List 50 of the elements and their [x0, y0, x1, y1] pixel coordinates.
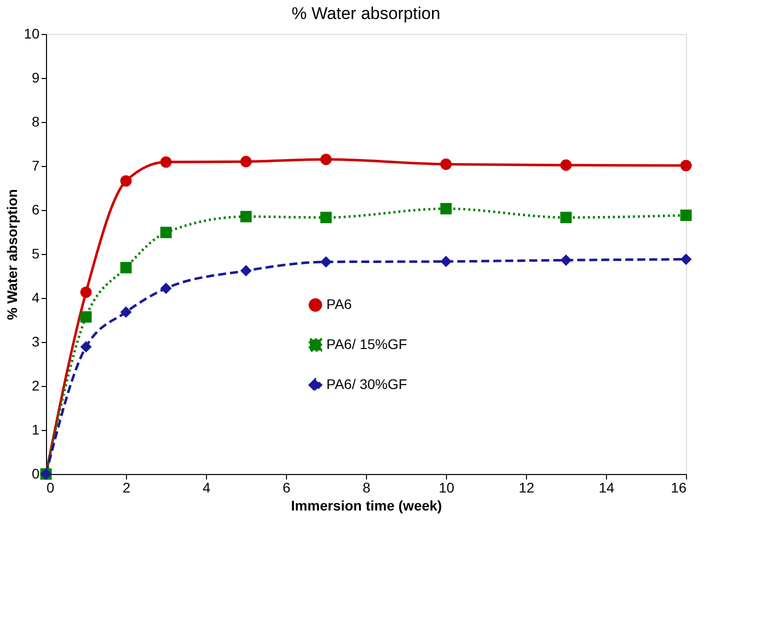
point	[120, 306, 132, 318]
point	[680, 160, 692, 172]
x-tick-label: 0	[46, 480, 54, 496]
chart-title: % Water absorption	[292, 4, 440, 23]
y-tick-label: 5	[32, 246, 40, 262]
point	[120, 175, 132, 187]
y-tick-label: 9	[32, 70, 40, 86]
point	[680, 210, 692, 221]
y-tick-label: 8	[32, 114, 40, 130]
point	[320, 212, 332, 224]
y-tick-label: 6	[32, 202, 40, 218]
point	[240, 265, 252, 276]
x-tick-label: 4	[202, 480, 211, 496]
legend-label: PA6	[326, 296, 352, 312]
y-tick-label: 10	[24, 26, 40, 42]
x-tick-label: 8	[362, 480, 371, 496]
point	[160, 156, 172, 168]
point	[240, 156, 252, 168]
point	[120, 262, 132, 274]
point	[560, 254, 572, 266]
x-tick-label: 14	[598, 480, 614, 496]
x-tick-label: 10	[438, 480, 454, 496]
point	[560, 212, 572, 224]
y-tick-label: 1	[32, 422, 40, 438]
point	[440, 256, 452, 268]
y-tick-label: 4	[32, 290, 40, 306]
point	[320, 256, 332, 268]
x-tick-label: 16	[670, 480, 687, 496]
point	[680, 254, 692, 265]
y-tick-label: 3	[32, 334, 40, 350]
y-axis-title: % Water absorption	[4, 189, 20, 320]
point	[240, 210, 252, 222]
point	[80, 311, 92, 323]
x-tick-label: 6	[282, 480, 291, 496]
y-tick-label: 0	[32, 466, 40, 482]
point	[160, 282, 172, 294]
x-axis-title: Immersion time (week)	[291, 498, 442, 514]
y-tick-label: 7	[32, 158, 40, 174]
point	[440, 202, 452, 214]
y-tick-label: 2	[32, 378, 40, 394]
x-tick-label: 12	[518, 480, 534, 496]
point	[80, 341, 92, 353]
point	[440, 158, 452, 170]
point	[80, 286, 92, 298]
legend-label: PA6/ 15%GF	[326, 336, 408, 352]
x-tick-label: 2	[122, 480, 131, 496]
legend-label: PA6/ 30%GF	[326, 376, 408, 392]
point	[160, 226, 172, 238]
point	[560, 159, 572, 171]
point	[320, 154, 332, 166]
